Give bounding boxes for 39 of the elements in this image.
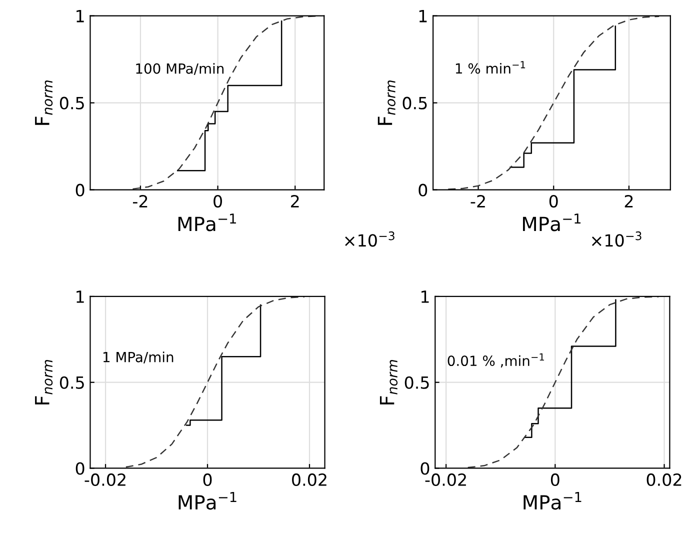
y-axis-title: F$_{norm}$ <box>35 80 53 125</box>
text: ×10$^{−3}$ <box>345 231 394 247</box>
y-tick-label: 1 <box>76 10 84 22</box>
y-tick-label: 0.5 <box>60 96 84 110</box>
y-tick-label: 0.5 <box>60 376 84 389</box>
x-axis-title: MPa$^{−1}$ <box>178 492 236 510</box>
line-series <box>448 16 660 190</box>
x-tick-label: 0 <box>550 473 560 486</box>
x-axis-title: MPa$^{−1}$ <box>524 492 582 510</box>
y-tick-label: 1 <box>76 290 84 303</box>
x-tick-label: 0 <box>203 473 212 486</box>
x-tick-label: -2 <box>470 194 485 208</box>
y-axis-title: F$_{norm}$ <box>378 80 396 125</box>
y-tick-label: 0 <box>76 184 84 196</box>
y-tick-label: 0 <box>418 184 428 196</box>
y-axis-title: F$_{norm}$ <box>380 360 398 404</box>
y-tick-label: 1 <box>422 290 429 303</box>
x-tick-label: 0.02 <box>646 473 682 486</box>
annotation: 1 % min$^{−1}$ <box>456 61 526 74</box>
x-tick-label: 0 <box>549 194 558 208</box>
x-axis-title: MPa$^{−1}$ <box>523 214 581 232</box>
y-tick-label: 0.5 <box>404 376 429 389</box>
x-tick-label: 2 <box>291 194 299 208</box>
annotation: 1 MPa/min <box>103 352 174 364</box>
x-tick-label: 0.02 <box>292 473 326 486</box>
text: ×10$^{−3}$ <box>592 231 642 247</box>
y-axis-title: F$_{norm}$ <box>35 360 53 404</box>
annotation: 0.01 % ,min$^{−1}$ <box>448 353 544 368</box>
annotation: 100 MPa/min <box>136 63 224 75</box>
x-tick-label: 2 <box>624 194 633 208</box>
y-tick-label: 0.5 <box>402 96 427 110</box>
x-tick-label: -0.02 <box>425 473 466 486</box>
y-tick-label: 0 <box>420 462 430 475</box>
x-tick-label: -2 <box>132 194 148 208</box>
x-tick-label: -0.02 <box>84 473 126 486</box>
y-tick-label: 1 <box>419 10 427 22</box>
x-tick-label: 0 <box>214 194 222 208</box>
x-axis-title: MPa$^{−1}$ <box>178 214 236 232</box>
y-tick-label: 0 <box>76 462 84 475</box>
